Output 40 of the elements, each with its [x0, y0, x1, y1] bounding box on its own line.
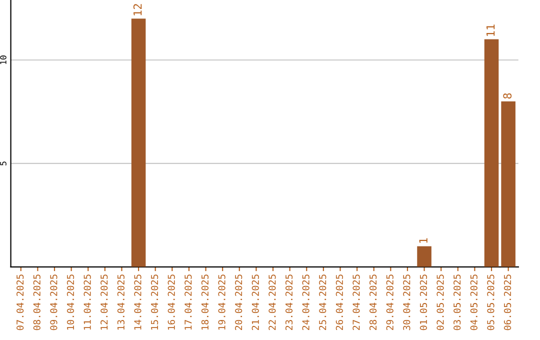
- x-tick-label: 16.04.2025: [168, 274, 175, 330]
- x-tick-label: 17.04.2025: [184, 274, 192, 330]
- x-tick-label: 01.05.2025: [420, 274, 428, 330]
- x-tick-label: 20.04.2025: [235, 274, 242, 330]
- bar: [131, 18, 146, 267]
- x-tick-label: 19.04.2025: [218, 274, 226, 330]
- x-tick-label: 30.04.2025: [403, 274, 410, 330]
- bar: [501, 101, 516, 267]
- x-tick-label: 23.04.2025: [285, 274, 293, 330]
- x-tick-label: 13.04.2025: [117, 274, 124, 330]
- data-label: 12: [133, 4, 142, 16]
- bar: [484, 39, 499, 267]
- x-tick-label: 10.04.2025: [66, 274, 74, 330]
- x-tick-label: 29.04.2025: [386, 274, 394, 330]
- x-tick-label: 08.04.2025: [33, 274, 40, 330]
- x-tick-label: 18.04.2025: [201, 274, 209, 330]
- x-tick-label: 12.04.2025: [100, 274, 108, 330]
- x-tick-label: 09.04.2025: [50, 274, 58, 330]
- x-tick-label: 26.04.2025: [336, 274, 343, 330]
- x-tick-label: 04.05.2025: [470, 274, 478, 330]
- x-tick-label: 05.05.2025: [487, 274, 494, 330]
- x-tick-label: 22.04.2025: [268, 274, 276, 330]
- x-tick-label: 07.04.2025: [16, 274, 24, 330]
- y-tick-label: 10: [0, 56, 6, 64]
- x-tick-label: 28.04.2025: [369, 274, 377, 330]
- x-tick-label: 24.04.2025: [302, 274, 310, 330]
- x-tick-label: 27.04.2025: [352, 274, 360, 330]
- x-tick-label: 11.04.2025: [84, 274, 91, 330]
- bar: [417, 246, 432, 267]
- x-tick-label: 03.05.2025: [454, 274, 461, 330]
- data-label: 1: [419, 238, 428, 243]
- x-tick-label: 06.05.2025: [504, 274, 512, 330]
- x-tick-label: 25.04.2025: [319, 274, 326, 330]
- y-tick-label: 5: [0, 162, 6, 166]
- data-label: 8: [503, 93, 512, 99]
- x-tick-label: 14.04.2025: [134, 274, 142, 330]
- data-label: 11: [486, 24, 495, 36]
- x-tick-label: 02.05.2025: [436, 274, 444, 330]
- x-tick-label: 15.04.2025: [150, 274, 158, 330]
- x-tick-label: 21.04.2025: [252, 274, 259, 330]
